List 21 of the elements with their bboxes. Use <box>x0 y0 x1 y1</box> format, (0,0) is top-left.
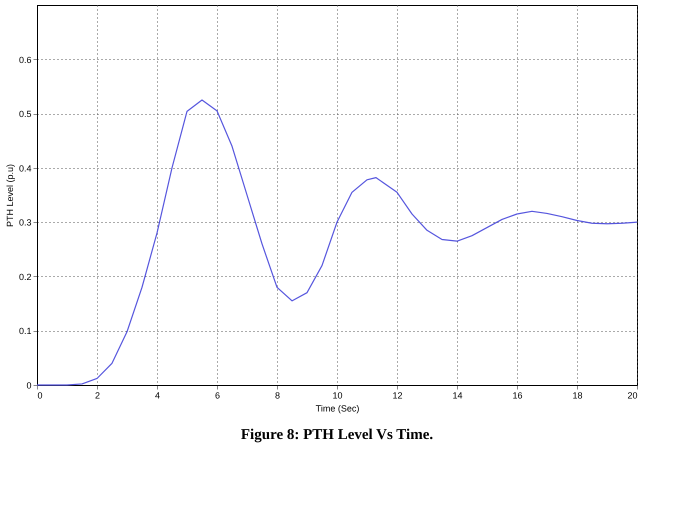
x-tick-label: 12 <box>392 390 403 400</box>
y-tick-label: 0.4 <box>18 163 32 174</box>
x-axis-title: Time (Sec) <box>316 404 360 414</box>
y-tick-label: 0.5 <box>18 109 32 120</box>
x-tick-label: 16 <box>512 390 523 400</box>
x-tick-label: 6 <box>214 390 220 400</box>
y-tick-label: 0.2 <box>18 272 32 282</box>
y-tick-label: 0.1 <box>18 326 32 336</box>
text: Figure 8: PTH Level Vs Time. <box>240 427 434 443</box>
y-axis-title: PTH Level (p.u) <box>4 164 15 228</box>
x-tick-label: 4 <box>154 390 160 400</box>
x-tick-label: 8 <box>274 390 280 400</box>
x-tick-label: 18 <box>572 390 583 400</box>
x-tick-label: 10 <box>332 390 343 400</box>
x-tick-label: 0 <box>38 390 43 400</box>
x-tick-label: 2 <box>94 390 100 400</box>
x-tick-label: 14 <box>452 390 463 400</box>
y-tick-label: 0 <box>26 380 32 390</box>
x-tick-label: 20 <box>627 390 638 400</box>
y-tick-label: 0.3 <box>18 218 32 228</box>
y-tick-label: 0.6 <box>18 54 32 65</box>
